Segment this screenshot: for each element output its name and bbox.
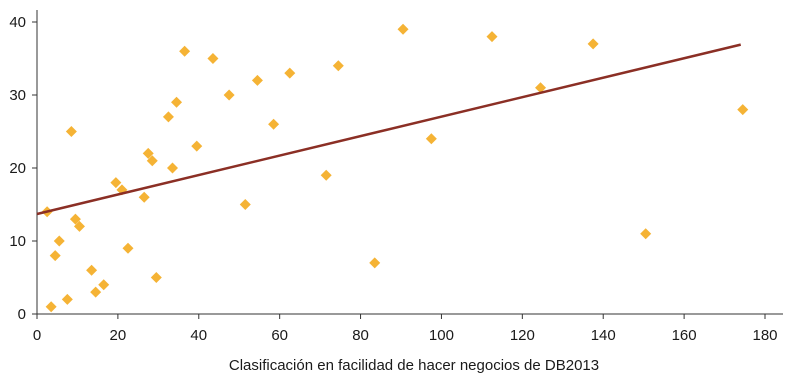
data-point (110, 177, 122, 189)
data-point (535, 82, 547, 94)
data-point (397, 23, 409, 35)
y-tick-label: 20 (9, 160, 26, 177)
data-point (239, 199, 251, 210)
data-point (320, 169, 332, 181)
y-axis: 0 10 20 30 40 (9, 10, 38, 323)
x-tick-label: 20 (110, 327, 127, 344)
data-point (146, 155, 158, 167)
data-point (69, 213, 81, 225)
x-tick-label: 40 (190, 327, 207, 344)
data-point (191, 140, 203, 152)
x-axis: 0 20 40 60 80 100 120 140 160 180 (33, 313, 783, 344)
data-point (207, 53, 219, 64)
x-axis-title: Clasificación en facilidad de hacer nego… (229, 357, 599, 374)
data-point (122, 242, 134, 254)
data-point (73, 220, 85, 232)
data-point (166, 162, 178, 174)
data-point (61, 293, 73, 305)
data-point (640, 228, 652, 240)
y-tick-label: 40 (9, 14, 26, 31)
x-tick-label: 120 (510, 327, 535, 344)
x-tick-label: 180 (752, 327, 777, 344)
y-tick-label: 10 (9, 233, 26, 250)
data-point (587, 38, 599, 50)
data-point (138, 191, 150, 203)
y-tick-label: 30 (9, 87, 26, 104)
data-point (45, 301, 57, 313)
data-point (90, 286, 102, 298)
data-point (332, 60, 344, 72)
data-point (150, 272, 162, 283)
data-point (86, 264, 98, 276)
y-tick-label: 0 (18, 306, 26, 323)
trendline (36, 43, 742, 216)
data-point (179, 45, 191, 57)
data-point (98, 279, 110, 291)
data-point (49, 250, 61, 262)
data-point (486, 31, 498, 43)
data-point (162, 111, 174, 123)
x-tick-label: 160 (672, 327, 697, 344)
trendline-layer (36, 43, 742, 216)
data-point (284, 67, 296, 79)
data-point (142, 147, 154, 159)
data-point (425, 133, 437, 145)
data-point (171, 96, 183, 108)
data-point (268, 118, 280, 130)
data-point (53, 235, 65, 247)
data-points (41, 23, 749, 313)
x-tick-label: 60 (271, 327, 288, 344)
data-point (223, 89, 235, 101)
data-point (251, 74, 263, 86)
data-point (369, 257, 381, 269)
x-tick-label: 80 (352, 327, 369, 344)
x-tick-label: 0 (33, 327, 41, 344)
data-point (65, 126, 77, 137)
data-point (737, 104, 749, 116)
x-tick-label: 140 (591, 327, 616, 344)
x-tick-label: 100 (429, 327, 454, 344)
